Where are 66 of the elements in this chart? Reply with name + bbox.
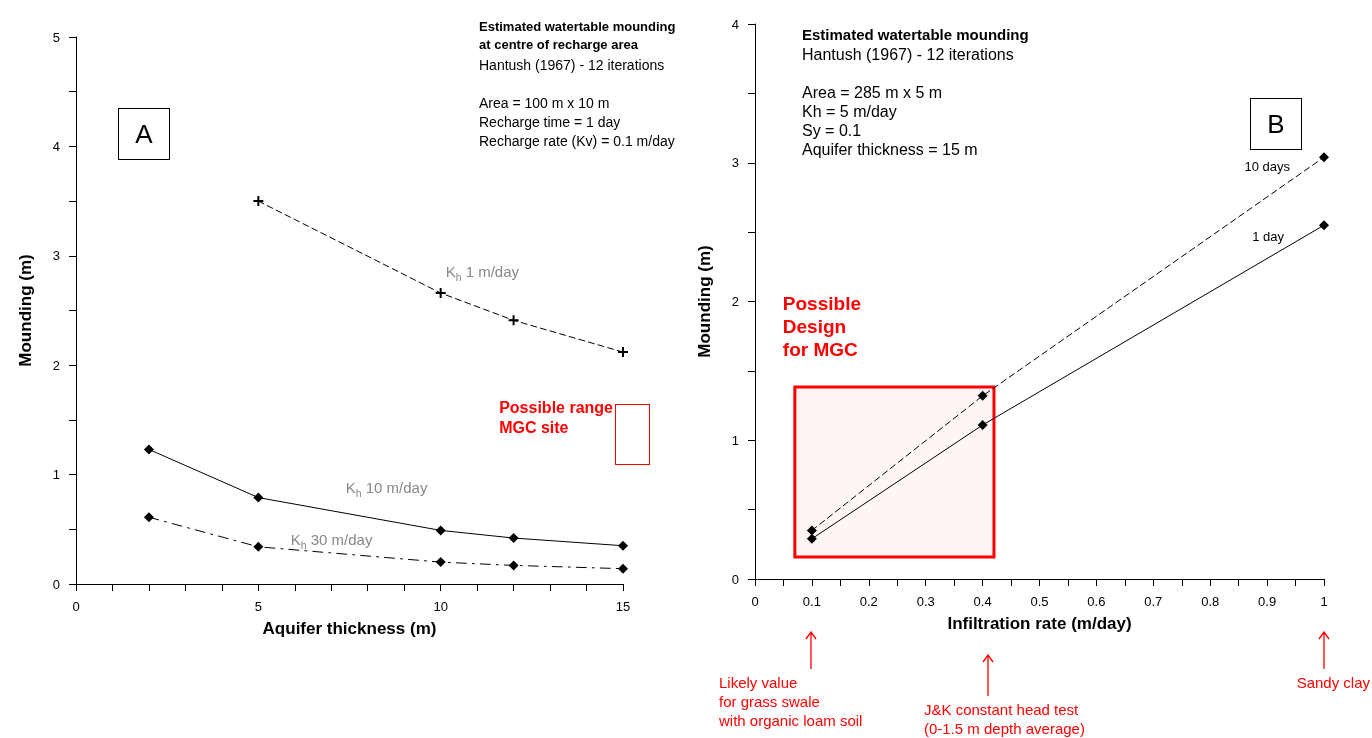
point bbox=[618, 347, 628, 358]
point bbox=[508, 560, 519, 571]
x-axis-title: Infiltration rate (m/day) bbox=[947, 614, 1132, 633]
series-label: K$_{h}$ 1 m/day bbox=[445, 263, 520, 284]
x-tick-label: 0.5 bbox=[1030, 594, 1049, 609]
text: J&K constant head test (0-1.5 m depth average) bbox=[924, 700, 1085, 738]
point bbox=[977, 419, 988, 430]
point bbox=[618, 540, 628, 551]
point bbox=[435, 557, 446, 568]
series-label: K$_{h}$ 30 m/day bbox=[290, 530, 373, 551]
point bbox=[435, 288, 446, 298]
x-tick-label: 0.9 bbox=[1258, 594, 1277, 609]
point bbox=[1319, 152, 1329, 163]
x-tick-label: 15 bbox=[615, 599, 631, 614]
y-axis-title: Mounding (m) bbox=[695, 245, 714, 358]
x-tick-label: 0.7 bbox=[1144, 594, 1163, 609]
point bbox=[253, 492, 264, 503]
y-tick-label: 1 bbox=[731, 432, 739, 448]
annotation: A bbox=[118, 108, 170, 160]
x-tick-label: 0.6 bbox=[1087, 594, 1106, 609]
x-tick-label: 0.1 bbox=[802, 594, 821, 609]
text: Hantush (1967) - 12 iterations Area = 100 m x 10 m Recharge time = 1 day Recharge rate (Kv) = 0.1 m/day bbox=[479, 56, 675, 149]
x-tick-label: 5 bbox=[254, 599, 262, 614]
point bbox=[143, 444, 154, 455]
point bbox=[1319, 220, 1329, 231]
chart-title: Estimated watertable mounding bbox=[802, 25, 1029, 43]
series-label: K$_{h}$ 10 m/day bbox=[345, 478, 428, 499]
point bbox=[253, 541, 264, 552]
x-tick-label: 10 bbox=[433, 599, 448, 614]
y-tick-label: 3 bbox=[52, 248, 60, 264]
x-tick-label: 0.4 bbox=[973, 594, 992, 609]
point bbox=[435, 525, 446, 536]
x-tick-label: 0 bbox=[751, 594, 759, 609]
chart-title: Estimated watertable mounding at centre of recharge area bbox=[479, 18, 676, 52]
point bbox=[508, 315, 519, 326]
x-tick-label: 0 bbox=[72, 599, 80, 614]
annotation: Possible range MGC site bbox=[499, 398, 613, 438]
text: Hantush (1967) - 12 iterations Area = 285 m x 5 m Kh = 5 m/day Sy = 0.1 Aquifer thickness = 15 m bbox=[802, 46, 1014, 158]
y-tick-label: 3 bbox=[731, 155, 739, 171]
y-tick-label: 1 bbox=[52, 467, 60, 483]
y-tick-label: 2 bbox=[731, 294, 739, 309]
point bbox=[806, 533, 817, 544]
point bbox=[977, 390, 988, 401]
series-label: 10 days bbox=[1244, 158, 1290, 174]
y-tick-label: 4 bbox=[52, 138, 60, 154]
y-tick-label: 5 bbox=[52, 29, 60, 45]
y-tick-label: 2 bbox=[52, 357, 60, 373]
text: Sandy clay bbox=[1296, 673, 1370, 692]
y-tick-label: 4 bbox=[731, 16, 739, 32]
point bbox=[508, 533, 519, 544]
annotation: B bbox=[1250, 98, 1302, 150]
text: Likely value for grass swale with organic loam soil bbox=[719, 673, 863, 730]
point bbox=[253, 196, 264, 207]
y-tick-label: 0 bbox=[52, 576, 60, 592]
x-tick-label: 1 bbox=[1320, 594, 1328, 609]
point bbox=[143, 512, 154, 523]
y-tick-label: 0 bbox=[731, 571, 739, 587]
y-axis-title: Mounding (m) bbox=[16, 254, 35, 367]
point bbox=[806, 525, 817, 536]
point bbox=[618, 563, 628, 574]
x-tick-label: 0.2 bbox=[859, 594, 878, 609]
x-tick-label: 0.3 bbox=[916, 594, 935, 609]
x-axis-title: Aquifer thickness (m) bbox=[262, 619, 437, 638]
x-tick-label: 0.8 bbox=[1201, 594, 1220, 609]
band-label: Possible Design for MGC bbox=[782, 292, 861, 361]
series-label: 1 day bbox=[1252, 228, 1284, 244]
